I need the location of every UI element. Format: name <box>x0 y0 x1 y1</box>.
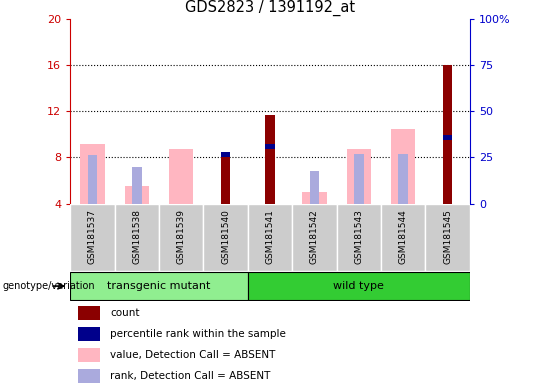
Bar <box>78 348 100 362</box>
Text: GSM181538: GSM181538 <box>132 209 141 264</box>
Text: GSM181541: GSM181541 <box>266 209 274 264</box>
Bar <box>78 369 100 383</box>
Bar <box>426 204 470 271</box>
Bar <box>70 272 248 300</box>
Bar <box>169 149 193 204</box>
Text: GSM181545: GSM181545 <box>443 209 452 264</box>
Bar <box>132 167 141 204</box>
Bar <box>265 144 275 149</box>
Bar <box>125 186 149 204</box>
Text: genotype/variation: genotype/variation <box>3 281 96 291</box>
Text: GSM181539: GSM181539 <box>177 209 186 264</box>
Bar <box>391 129 415 204</box>
Bar <box>87 155 97 204</box>
Bar <box>221 154 231 204</box>
Bar <box>204 204 248 271</box>
Bar <box>159 204 204 271</box>
Bar <box>265 115 275 204</box>
Text: percentile rank within the sample: percentile rank within the sample <box>110 329 286 339</box>
Bar <box>221 152 231 157</box>
Bar <box>347 149 371 204</box>
Bar <box>443 65 453 204</box>
Bar <box>309 171 319 204</box>
Bar <box>80 144 105 204</box>
Bar <box>292 204 336 271</box>
Bar <box>248 204 292 271</box>
Bar <box>78 306 100 320</box>
Text: rank, Detection Call = ABSENT: rank, Detection Call = ABSENT <box>110 371 271 381</box>
Bar <box>336 204 381 271</box>
Title: GDS2823 / 1391192_at: GDS2823 / 1391192_at <box>185 0 355 17</box>
Text: transgenic mutant: transgenic mutant <box>107 281 211 291</box>
Bar <box>248 272 470 300</box>
Text: value, Detection Call = ABSENT: value, Detection Call = ABSENT <box>110 350 275 360</box>
Bar <box>381 204 426 271</box>
Bar <box>78 327 100 341</box>
Bar <box>70 204 114 271</box>
Text: GSM181544: GSM181544 <box>399 209 408 264</box>
Bar <box>354 154 363 204</box>
Bar <box>302 192 327 204</box>
Text: GSM181537: GSM181537 <box>88 209 97 264</box>
Text: GSM181540: GSM181540 <box>221 209 230 264</box>
Text: wild type: wild type <box>333 281 384 291</box>
Text: count: count <box>110 308 140 318</box>
Bar <box>443 135 453 140</box>
Bar <box>114 204 159 271</box>
Bar <box>399 154 408 204</box>
Text: GSM181542: GSM181542 <box>310 209 319 264</box>
Text: GSM181543: GSM181543 <box>354 209 363 264</box>
